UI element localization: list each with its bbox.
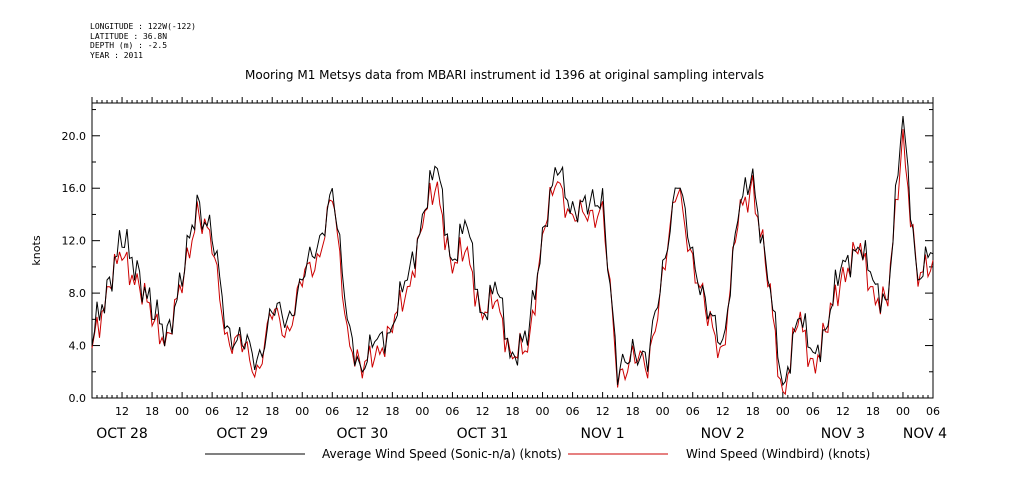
series-layer <box>91 116 934 396</box>
x-tick-label: 06 <box>566 405 580 418</box>
x-tick-label: 00 <box>896 405 910 418</box>
x-tick-label: 00 <box>776 405 790 418</box>
y-axis-label: knots <box>30 235 43 265</box>
x-day-label: NOV 4 <box>903 426 947 442</box>
x-day-label: NOV 2 <box>701 426 745 442</box>
y-tick-label: 12.0 <box>62 235 87 248</box>
x-tick-label: 06 <box>325 405 339 418</box>
x-tick-label: 18 <box>626 405 640 418</box>
x-tick-label: 12 <box>836 405 850 418</box>
x-tick-label: 00 <box>656 405 670 418</box>
x-tick-label: 12 <box>115 405 129 418</box>
x-tick-label: 06 <box>205 405 219 418</box>
legend-label: Average Wind Speed (Sonic-n/a) (knots) <box>322 447 562 461</box>
meta-latitude: LATITUDE : 36.8N <box>90 31 168 41</box>
series-line <box>91 129 934 396</box>
x-tick-label: 12 <box>596 405 610 418</box>
x-tick-label: 06 <box>445 405 459 418</box>
x-tick-label: 18 <box>866 405 880 418</box>
x-tick-label: 18 <box>746 405 760 418</box>
x-day-label: OCT 30 <box>337 426 389 442</box>
x-tick-label: 18 <box>385 405 399 418</box>
x-day-label: NOV 1 <box>581 426 625 442</box>
x-day-label: NOV 3 <box>821 426 865 442</box>
x-tick-label: 12 <box>355 405 369 418</box>
legend-label: Wind Speed (Windbird) (knots) <box>686 447 870 461</box>
x-tick-label: 12 <box>235 405 249 418</box>
x-day-label: OCT 31 <box>457 426 509 442</box>
legend-group: Average Wind Speed (Sonic-n/a) (knots) Wi… <box>205 447 870 461</box>
axes-group: 0.0 4.0 8.0 12.0 16.0 20.0 knots 12 18 00 06 12 18 00… <box>30 97 947 442</box>
x-tick-label: 00 <box>175 405 189 418</box>
chart-title: Mooring M1 Metsys data from MBARI instru… <box>245 68 764 82</box>
x-tick-label: 12 <box>716 405 730 418</box>
x-tick-label: 00 <box>295 405 309 418</box>
x-tick-label: 00 <box>536 405 550 418</box>
x-tick-label: 06 <box>806 405 820 418</box>
y-tick-label: 16.0 <box>62 182 87 195</box>
x-day-label: OCT 28 <box>96 426 148 442</box>
y-tick-label: 4.0 <box>69 340 87 353</box>
meta-year: YEAR : 2011 <box>90 50 143 60</box>
x-tick-label: 18 <box>506 405 520 418</box>
x-tick-label: 12 <box>475 405 489 418</box>
y-tick-label: 0.0 <box>69 392 87 405</box>
x-tick-label: 18 <box>265 405 279 418</box>
series-line <box>91 116 934 387</box>
x-tick-label: 06 <box>686 405 700 418</box>
x-tick-label: 18 <box>145 405 159 418</box>
x-tick-label: 00 <box>415 405 429 418</box>
x-day-label: OCT 29 <box>216 426 268 442</box>
y-tick-label: 8.0 <box>69 287 87 300</box>
x-tick-label: 06 <box>926 405 940 418</box>
meta-longitude: LONGITUDE : 122W(-122) <box>90 22 196 31</box>
metadata-block: LONGITUDE : 122W(-122) LATITUDE : 36.8N … <box>90 22 196 60</box>
y-tick-label: 20.0 <box>62 130 87 143</box>
meta-depth: DEPTH (m) : -2.5 <box>90 41 168 50</box>
